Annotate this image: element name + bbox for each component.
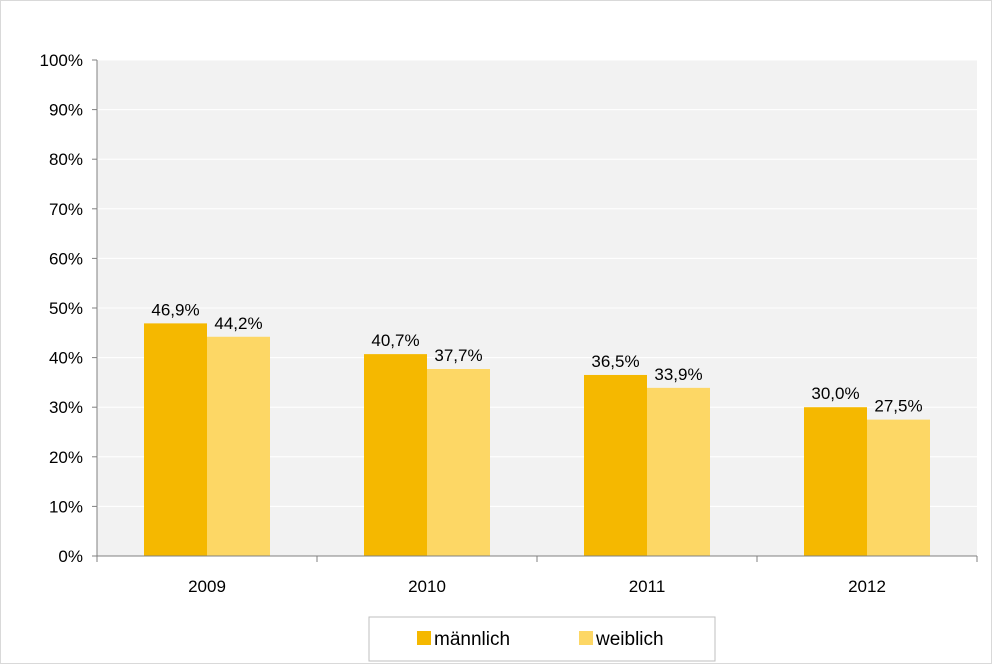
bar-weiblich <box>207 336 270 556</box>
bar-weiblich <box>867 419 930 556</box>
x-tick-label: 2010 <box>408 577 446 596</box>
legend-swatch <box>579 631 593 645</box>
bar-weiblich <box>427 369 490 556</box>
legend: männlich weiblich <box>368 616 716 662</box>
y-tick-label: 20% <box>49 448 83 467</box>
y-tick-label: 70% <box>49 200 83 219</box>
bar-weiblich <box>647 387 710 556</box>
x-tick-label: 2011 <box>629 577 666 596</box>
data-label: 40,7% <box>371 331 419 350</box>
y-tick-label: 0% <box>58 547 83 566</box>
data-label: 36,5% <box>591 352 639 371</box>
bars <box>144 323 930 556</box>
legend-label: weiblich <box>595 629 664 650</box>
axes: 0% 10% 20% 30% 40% 50% 60% 70% 80% 90% 100% 2009 201… <box>40 51 978 596</box>
y-tick-label: 40% <box>49 349 83 368</box>
legend-label: männlich <box>434 629 510 650</box>
data-labels: 46,9% 44,2% 40,7% 37,7% 36,5% 33,9% 30,0% 27,5% <box>151 300 922 415</box>
data-label: 27,5% <box>874 397 922 416</box>
bar-männlich <box>364 354 427 556</box>
y-tick-label: 10% <box>49 497 83 516</box>
y-tick-label: 90% <box>49 101 83 120</box>
y-tick-label: 30% <box>49 398 83 417</box>
bar-männlich <box>804 407 867 556</box>
bar-männlich <box>144 323 207 556</box>
data-label: 30,0% <box>811 384 859 403</box>
x-tick-label: 2009 <box>188 577 226 596</box>
y-tick-label: 100% <box>40 51 83 70</box>
x-tick-label: 2012 <box>848 577 886 596</box>
data-label: 37,7% <box>434 346 482 365</box>
data-label: 44,2% <box>214 314 262 333</box>
data-label: 46,9% <box>151 300 199 319</box>
y-tick-label: 80% <box>49 150 83 169</box>
y-tick-label: 60% <box>49 249 83 268</box>
bar-männlich <box>584 374 647 556</box>
legend-swatch <box>417 631 431 645</box>
data-label: 33,9% <box>654 365 702 384</box>
y-tick-label: 50% <box>49 299 83 318</box>
